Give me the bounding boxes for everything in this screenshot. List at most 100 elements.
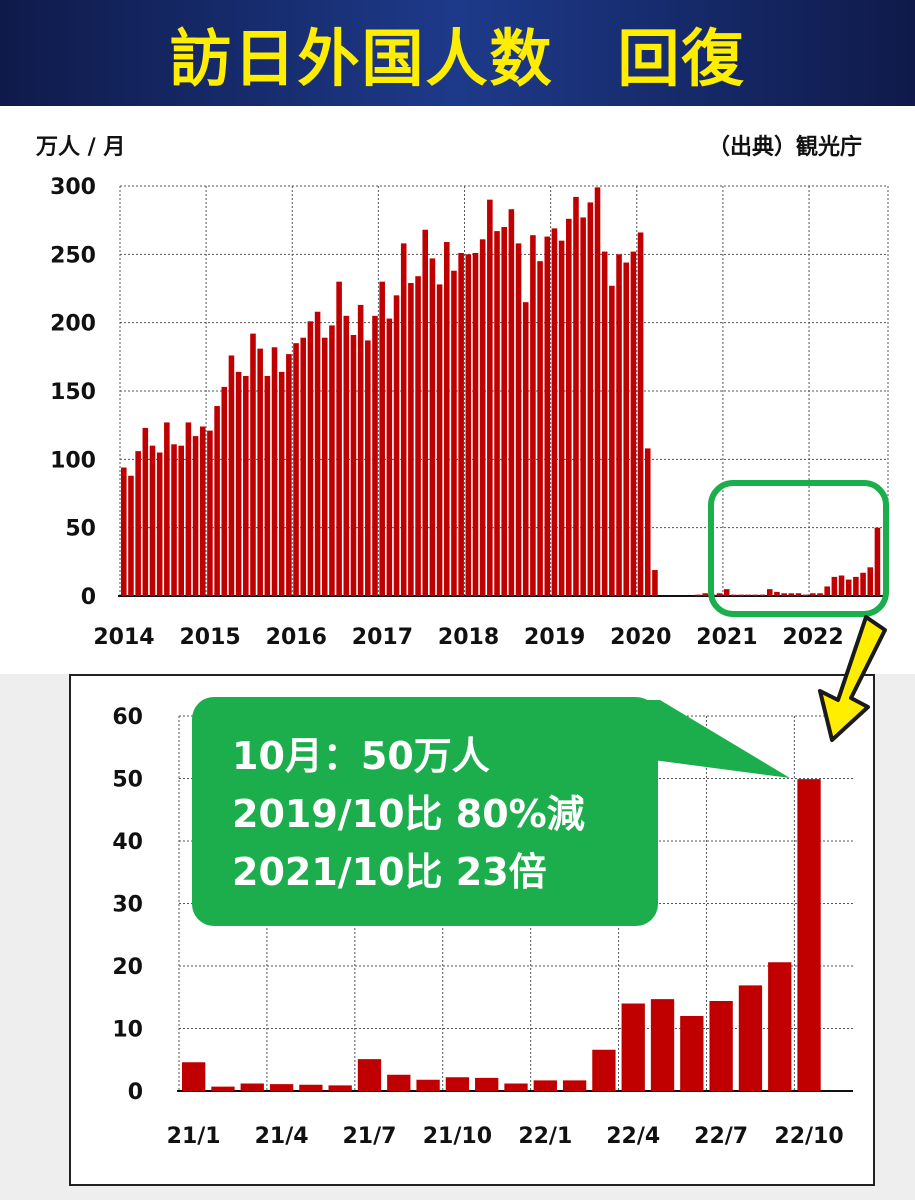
detail-y-tick-label: 20 (112, 955, 143, 980)
main-chart-x-ticks: 2014 2015 2016 2017 2018 2019 2020 2021 2022 (93, 625, 843, 650)
main-bar (135, 451, 141, 596)
detail-y-tick-label: 50 (112, 768, 143, 793)
detail-chart-x-ticks: 21/1 21/4 21/7 21/10 22/1 22/4 22/7 22/10 (167, 1124, 844, 1149)
main-bar (228, 355, 235, 596)
detail-bar (680, 1016, 704, 1091)
main-bar (357, 304, 364, 596)
main-x-tick-label: 2019 (524, 625, 585, 650)
main-chart-bars (121, 187, 881, 597)
main-bar (443, 242, 450, 597)
main-bar (616, 254, 622, 597)
main-bar (451, 270, 457, 596)
main-bar (874, 527, 881, 596)
main-bar (522, 302, 529, 596)
detail-bar (357, 1059, 382, 1091)
main-bar (580, 217, 586, 596)
main-bar (257, 348, 263, 596)
callout-box: 10月：50万人 2019/10比 80%減 2021/10比 23倍 (192, 697, 658, 926)
detail-x-tick-label: 22/4 (606, 1124, 660, 1149)
detail-y-tick-label: 10 (112, 1018, 143, 1043)
detail-bar (475, 1077, 499, 1091)
main-bar (745, 594, 752, 596)
callout-line-3: 2021/10比 23倍 (232, 850, 547, 894)
main-x-tick-label: 2022 (782, 625, 843, 650)
main-bar (508, 209, 515, 596)
detail-chart-bars (182, 779, 821, 1091)
main-bar (192, 436, 199, 596)
main-y-tick-label: 50 (65, 517, 96, 542)
main-bar (501, 227, 507, 596)
main-bar (235, 371, 242, 596)
main-bar (372, 315, 378, 596)
main-bar (271, 347, 278, 596)
main-bar (164, 422, 170, 596)
main-bar (214, 406, 220, 596)
main-bar (343, 315, 350, 596)
main-x-tick-label: 2015 (180, 625, 241, 650)
main-bar (738, 594, 744, 596)
main-y-tick-label: 250 (50, 243, 96, 268)
detail-bar (709, 1001, 733, 1091)
main-x-tick-label: 2016 (266, 625, 327, 650)
main-bar (515, 243, 522, 596)
main-y-tick-label: 150 (50, 380, 96, 405)
main-bar (609, 285, 615, 596)
main-x-tick-label: 2020 (610, 625, 671, 650)
main-bar (393, 295, 400, 596)
main-bar (752, 594, 759, 596)
main-bar (702, 593, 708, 596)
detail-y-tick-label: 30 (112, 893, 143, 918)
main-bar (810, 593, 816, 596)
detail-y-tick-label: 60 (112, 705, 143, 730)
main-bar (774, 591, 780, 596)
main-bar (860, 572, 866, 596)
main-bar (853, 576, 859, 596)
detail-bar (562, 1080, 587, 1091)
main-bar (207, 430, 213, 596)
main-bar (630, 251, 637, 596)
detail-y-tick-label: 40 (112, 830, 143, 855)
detail-x-tick-label: 21/1 (167, 1124, 221, 1149)
main-bar (178, 445, 184, 596)
main-bar (731, 594, 737, 596)
main-bar (278, 371, 285, 596)
main-y-tick-label: 100 (50, 448, 96, 473)
main-bar (537, 261, 543, 596)
main-bar (250, 333, 256, 596)
main-bar (436, 284, 443, 596)
main-bar (788, 593, 795, 596)
main-bar (171, 444, 177, 596)
main-bar (379, 281, 385, 596)
title-bar: 訪日外国人数 回復 (0, 0, 915, 106)
detail-x-tick-label: 21/4 (255, 1124, 309, 1149)
detail-chart-y-ticks: 0 10 20 30 40 50 60 (112, 705, 143, 1105)
main-bar (350, 334, 357, 596)
main-chart-y-ticks: 0 50 100 150 200 250 300 (50, 175, 96, 610)
detail-bar (240, 1083, 264, 1091)
main-x-tick-label: 2021 (696, 625, 757, 650)
detail-bar (387, 1074, 411, 1091)
main-bar (530, 235, 536, 596)
main-bar (594, 187, 601, 596)
main-bar (185, 422, 192, 596)
detail-bar (797, 779, 821, 1091)
main-bar (221, 386, 228, 596)
main-bar (838, 575, 845, 596)
main-bar (243, 375, 249, 596)
main-bar (149, 445, 156, 596)
detail-bar (211, 1086, 235, 1091)
main-bar (644, 448, 651, 596)
detail-bar (299, 1084, 323, 1091)
main-x-tick-label: 2017 (352, 625, 413, 650)
main-bar (817, 593, 823, 596)
main-bar (329, 325, 335, 596)
detail-bar (445, 1077, 470, 1091)
main-bar (544, 236, 551, 597)
main-bar (408, 283, 414, 596)
detail-bar (738, 985, 763, 1091)
main-bar (781, 593, 787, 596)
main-bar (551, 228, 558, 596)
detail-bar (533, 1080, 557, 1091)
main-bar (759, 594, 766, 596)
